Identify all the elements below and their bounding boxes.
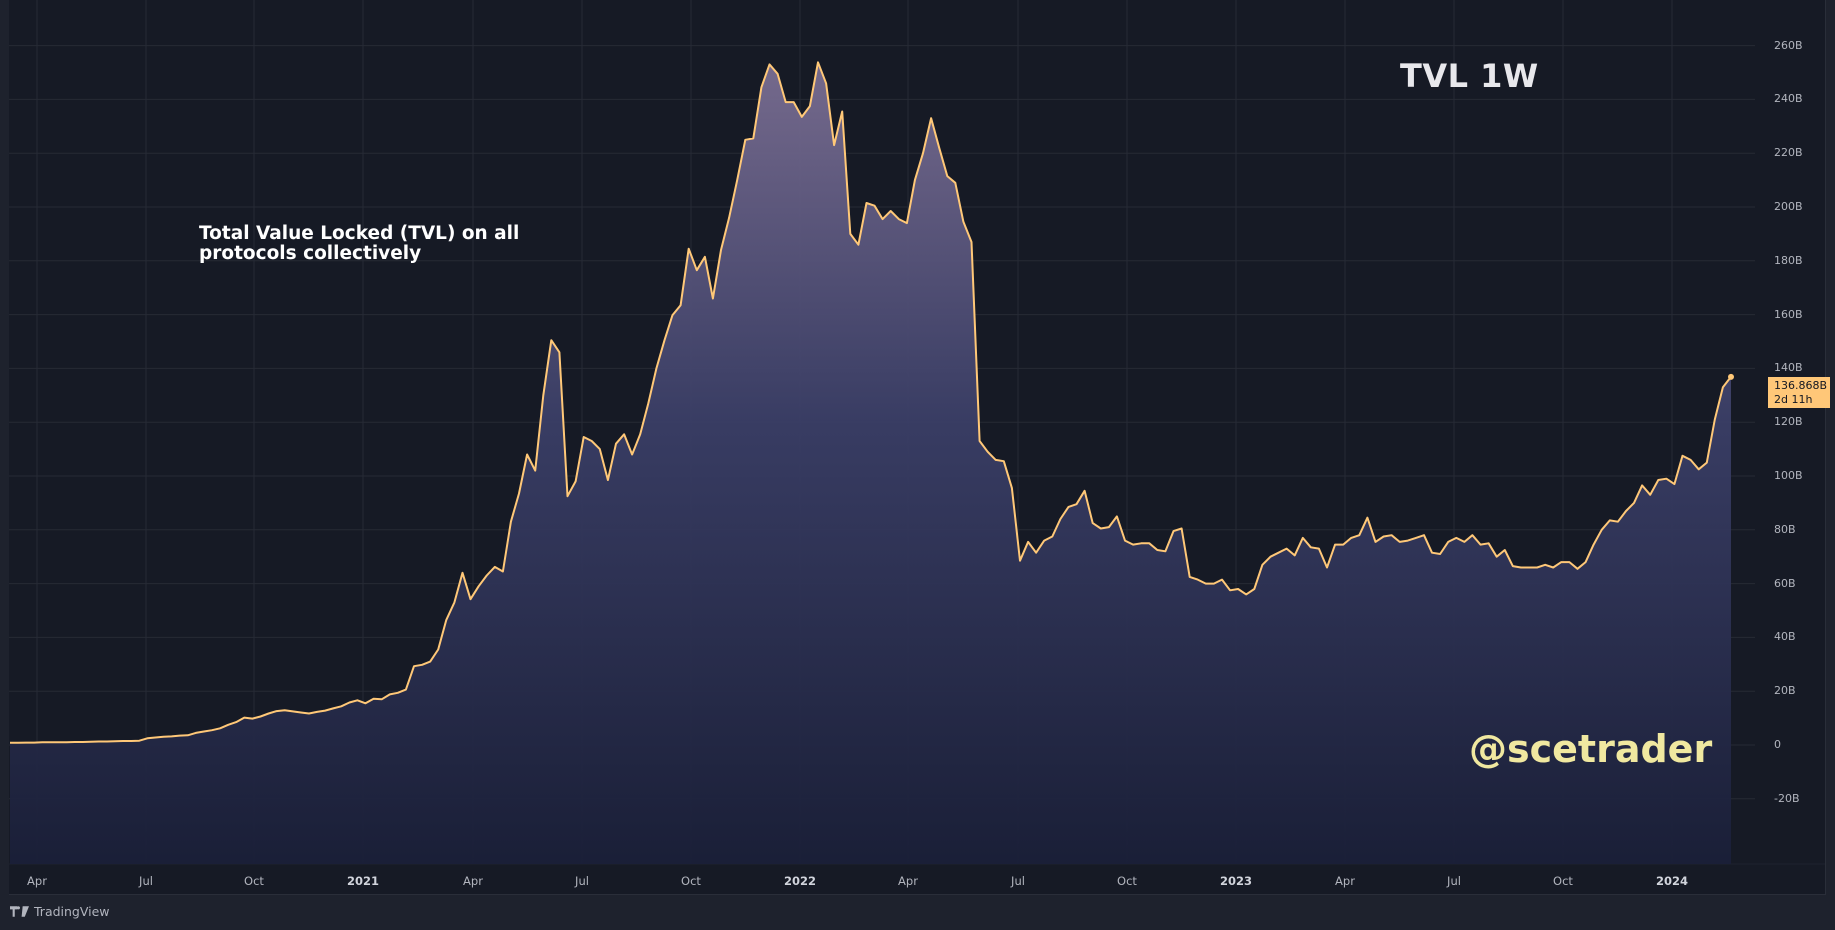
y-tick-label: 200B (1774, 200, 1803, 213)
last-price-badge: 136.868B 2d 11h (1768, 377, 1830, 408)
x-tick-label: Apr (898, 874, 918, 888)
tradingview-logo-icon (10, 906, 29, 917)
y-tick-label: 20B (1774, 684, 1796, 698)
y-tick-label: 0 (1774, 738, 1781, 751)
y-tick-label: 160B (1774, 307, 1803, 321)
x-tick-label: Oct (681, 874, 701, 888)
tvl-line (10, 61, 1732, 744)
y-tick-label: 40B (1774, 630, 1796, 644)
x-tick-label: Jul (1447, 874, 1461, 888)
watermark-text: @scetrader (1469, 727, 1713, 771)
y-tick-label: 140B (1774, 361, 1803, 375)
x-tick-label: Jul (1011, 874, 1025, 888)
y-tick-label: 260B (1774, 38, 1803, 52)
y-tick-label: 220B (1774, 146, 1803, 160)
chart-panel[interactable]: 260B 240B 220B 200B 180B 160B 140B 120B 100B 80B 6… (9, 0, 1830, 895)
last-price-value: 136.868B (1774, 379, 1828, 392)
y-tick-label: 240B (1774, 92, 1803, 106)
tradingview-label: TradingView (34, 904, 110, 919)
x-tick-label: 2023 (1219, 874, 1253, 888)
x-tick-label: Apr (1335, 874, 1355, 888)
x-tick-label: Jul (575, 874, 589, 888)
y-tick-label: 80B (1774, 522, 1796, 536)
x-tick-label: Oct (1117, 874, 1137, 888)
x-tick-label: Oct (244, 874, 264, 888)
x-tick-label: 2021 (346, 874, 380, 888)
y-tick-label: 120B (1774, 415, 1803, 429)
tradingview-branding[interactable]: TradingView (10, 904, 110, 919)
chart-canvas[interactable] (9, 0, 1825, 894)
last-point-marker (1728, 373, 1734, 380)
y-tick-label: 180B (1774, 253, 1803, 267)
annotation-text: Total Value Locked (TVL) on all protocol… (199, 223, 520, 264)
x-tick-label: Apr (27, 874, 47, 888)
x-tick-label: 2024 (1655, 874, 1689, 888)
x-tick-label: 2022 (783, 874, 817, 888)
x-tick-label: Oct (1553, 874, 1573, 888)
x-tick-label: Jul (139, 874, 153, 888)
y-tick-label: 100B (1774, 469, 1803, 482)
chart-title: TVL 1W (1400, 57, 1539, 95)
x-tick-label: Apr (463, 874, 483, 888)
tvl-area-fill (10, 62, 1731, 865)
y-tick-label: -20B (1774, 791, 1800, 805)
bar-countdown: 2d 11h (1774, 393, 1813, 406)
y-tick-label: 60B (1774, 576, 1796, 590)
